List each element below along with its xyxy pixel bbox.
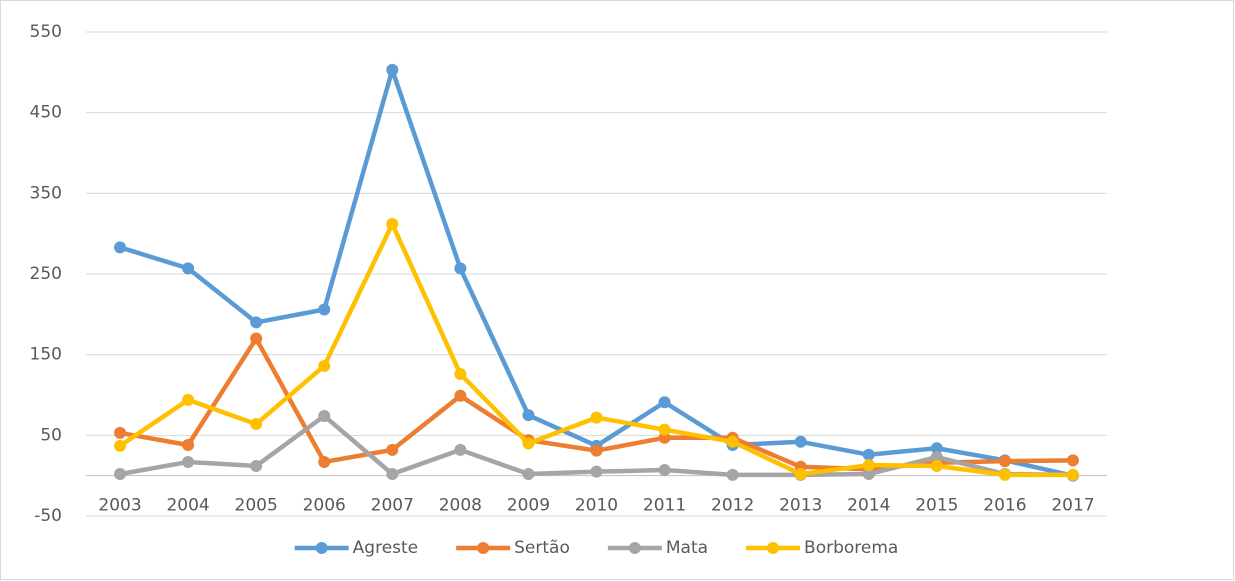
data-point [522,437,535,450]
x-tick-label: 2016 [983,496,1026,516]
data-point [726,435,739,448]
data-point [250,316,263,329]
y-tick-label: 450 [30,103,62,123]
data-point [930,451,943,464]
data-point [386,443,399,456]
x-tick-label: 2017 [1051,496,1094,516]
x-tick-label: 2009 [507,496,550,516]
y-tick-label: 150 [30,345,62,365]
data-point [658,464,671,477]
x-tick-label: 2007 [371,496,414,516]
y-tick-label: 350 [30,183,62,203]
data-point [590,444,603,457]
x-tick-label: 2014 [847,496,890,516]
data-point [522,468,535,481]
x-tick-label: 2011 [643,496,686,516]
data-point [182,439,195,452]
data-point [182,393,195,406]
data-point [386,63,399,76]
y-tick-label: -50 [34,506,62,526]
legend-marker [767,542,780,554]
data-point [862,468,875,481]
data-point [590,465,603,478]
data-point [114,241,127,254]
x-tick-label: 2006 [303,496,346,516]
data-point [794,435,807,448]
data-point [386,468,399,481]
x-tick-label: 2003 [98,496,141,516]
data-point [114,426,127,439]
data-point [1066,468,1079,481]
data-point [454,443,467,456]
data-point [318,409,331,422]
x-tick-label: 2013 [779,496,822,516]
x-tick-label: 2012 [711,496,754,516]
data-point [386,217,399,230]
legend-label: Mata [666,538,708,558]
data-point [522,409,535,422]
data-point [998,468,1011,481]
data-point [182,262,195,275]
data-point [318,455,331,468]
legend: Agreste Sertão Mata Borborema [294,538,898,558]
data-point [250,332,263,345]
data-point [658,396,671,409]
data-point [250,418,263,431]
data-point [454,368,467,381]
data-point [794,468,807,481]
y-tick-label: 50 [40,425,62,445]
data-point [454,262,467,275]
data-point [250,459,263,472]
legend-marker [628,542,641,554]
data-point [114,439,127,452]
x-tick-label: 2008 [439,496,482,516]
data-point [454,389,467,402]
data-point [1066,454,1079,467]
data-point [318,359,331,372]
y-tick-label: 550 [30,22,62,42]
x-tick-label: 2010 [575,496,618,516]
x-tick-label: 2005 [235,496,278,516]
data-point [114,468,127,481]
data-point [998,455,1011,468]
data-point [862,448,875,461]
x-tick-label: 2004 [166,496,209,516]
legend-label: Agreste [353,538,418,558]
y-tick-label: 250 [30,264,62,284]
data-point [930,442,943,455]
x-tick-label: 2015 [915,496,958,516]
data-point [318,303,331,316]
legend-marker [315,542,328,554]
data-point [658,423,671,436]
data-point [862,459,875,472]
legend-label: Borborema [804,538,898,558]
data-point [930,459,943,472]
data-point [590,411,603,424]
data-point [726,468,739,481]
legend-marker [477,542,490,554]
legend-label: Sertão [514,538,570,558]
data-point [182,455,195,468]
